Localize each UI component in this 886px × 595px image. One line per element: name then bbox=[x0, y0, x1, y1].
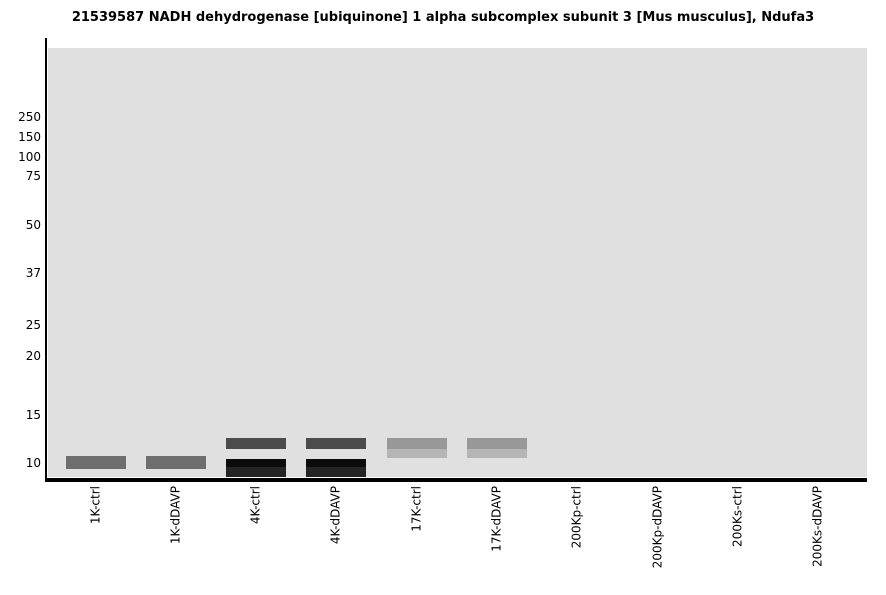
mw-marker-label-20: 20 bbox=[25, 349, 41, 363]
lane-label: 17K-dDAVP bbox=[489, 486, 504, 552]
gel-band bbox=[467, 449, 527, 458]
mw-marker-label-25: 25 bbox=[25, 318, 41, 332]
gel-band bbox=[66, 456, 126, 469]
mw-marker-label-15: 15 bbox=[25, 408, 41, 422]
gel-band bbox=[387, 438, 447, 449]
gel-band bbox=[226, 459, 286, 467]
lane-label: 17K-ctrl bbox=[409, 486, 424, 532]
gel-band bbox=[226, 438, 286, 449]
mw-marker-label-75: 75 bbox=[25, 169, 41, 183]
mw-marker-label-100: 100 bbox=[18, 150, 41, 164]
lane-label: 200Ks-ctrl bbox=[730, 486, 745, 547]
mw-marker-label-150: 150 bbox=[18, 130, 41, 144]
lane-label: 1K-dDAVP bbox=[168, 486, 183, 545]
mw-marker-label-37: 37 bbox=[25, 266, 41, 280]
lane-label: 200Ks-dDAVP bbox=[810, 486, 825, 567]
lane-label: 1K-ctrl bbox=[88, 486, 103, 525]
lane-label: 4K-ctrl bbox=[248, 486, 263, 525]
gel-band bbox=[467, 438, 527, 449]
mw-marker-label-50: 50 bbox=[25, 218, 41, 232]
gel-band bbox=[306, 459, 366, 467]
mw-marker-label-250: 250 bbox=[18, 110, 41, 124]
lane-label: 4K-dDAVP bbox=[328, 486, 343, 545]
y-axis-spine bbox=[45, 38, 47, 482]
gel-band bbox=[306, 467, 366, 477]
lane-label: 200Kp-dDAVP bbox=[650, 486, 665, 569]
figure-title: 21539587 NADH dehydrogenase [ubiquinone]… bbox=[71, 10, 815, 25]
gel-band bbox=[226, 467, 286, 477]
gel-band bbox=[306, 438, 366, 449]
x-axis-spine bbox=[45, 478, 867, 482]
gel-band bbox=[387, 449, 447, 458]
mw-marker-label-10: 10 bbox=[25, 456, 41, 470]
gel-plot-area bbox=[48, 48, 867, 477]
lane-label: 200Kp-ctrl bbox=[569, 486, 584, 549]
gel-band bbox=[146, 456, 206, 469]
